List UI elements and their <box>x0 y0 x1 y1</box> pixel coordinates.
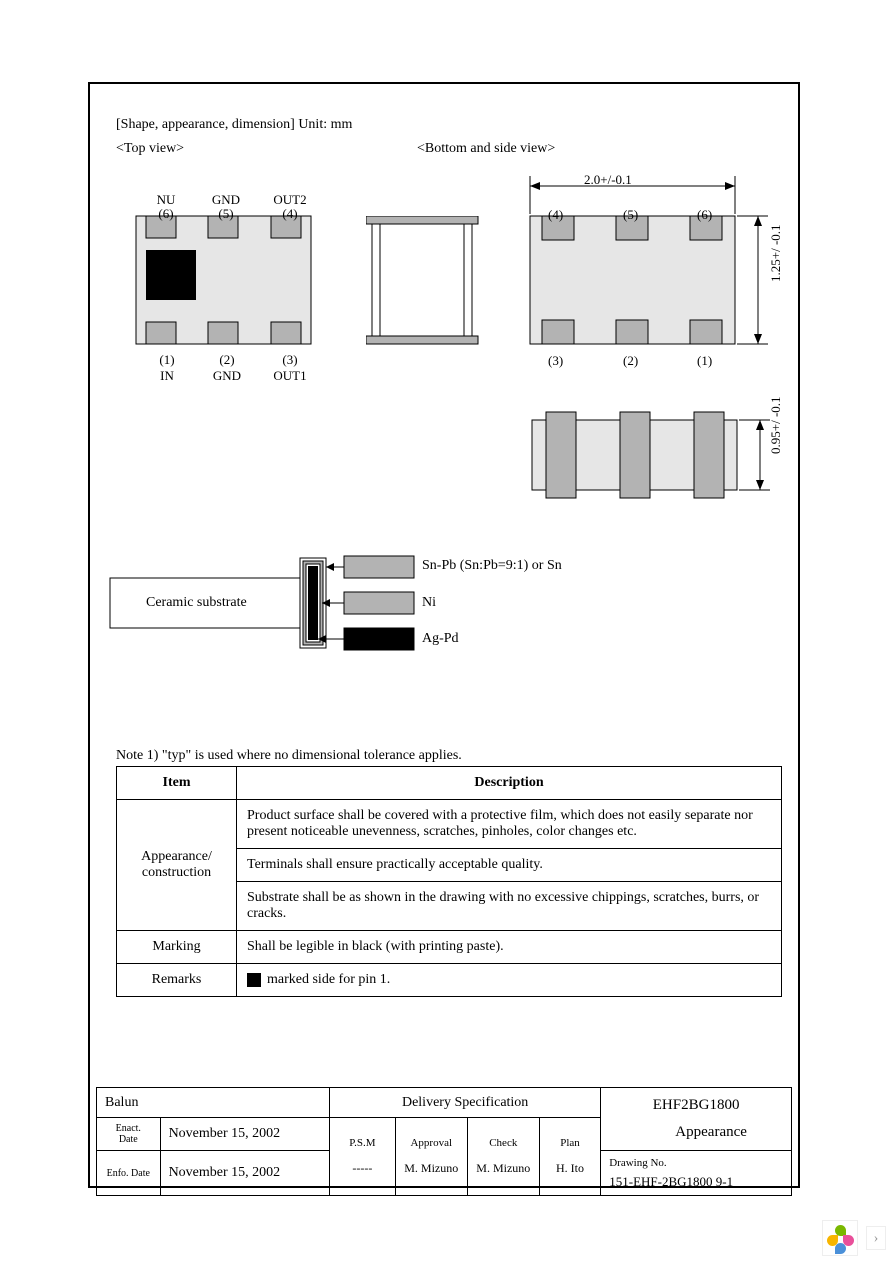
tb-check-val: M. Mizuno <box>476 1161 531 1176</box>
tb-check-label: Check <box>476 1137 531 1149</box>
bv-pin1: (1) <box>697 353 712 369</box>
pin1-name: IN <box>150 368 184 384</box>
r2-desc: Terminals shall ensure practically accep… <box>237 849 782 882</box>
dim-width: 2.0+/-0.1 <box>584 172 632 188</box>
layer-bot: Ag-Pd <box>422 631 459 647</box>
logo-icon <box>822 1220 858 1256</box>
tb-psm-val: ----- <box>338 1161 387 1176</box>
tb-approval-val: M. Mizuno <box>404 1161 459 1176</box>
r1-item: Appearance/ construction <box>117 800 237 931</box>
crosssection-svg <box>366 216 486 346</box>
bottomview-svg <box>510 168 790 408</box>
pin2-name: GND <box>210 368 244 384</box>
tb-psm-label: P.S.M <box>338 1137 387 1149</box>
r5-desc: marked side for pin 1. <box>267 972 390 987</box>
tb-enfo-date: November 15, 2002 <box>160 1151 330 1196</box>
tb-enfo-label: Enfo. Date <box>97 1151 161 1196</box>
next-chevron-icon[interactable]: › <box>866 1226 886 1250</box>
pin1-mark-icon <box>247 973 261 987</box>
tb-plan-val: H. Ito <box>548 1161 592 1176</box>
bv-pin5: (5) <box>623 207 638 223</box>
tb-approval-label: Approval <box>404 1137 459 1149</box>
layer-top: Sn-Pb (Sn:Pb=9:1) or Sn <box>422 558 562 574</box>
tb-enact-label: Enact. Date <box>97 1118 161 1151</box>
r5-cell: marked side for pin 1. <box>237 964 782 997</box>
bottomview-label: <Bottom and side view> <box>417 141 555 157</box>
sideview-svg <box>522 410 792 510</box>
th-item: Item <box>117 767 237 800</box>
pin1-num: (1) <box>150 352 184 368</box>
bv-pin2: (2) <box>623 353 638 369</box>
tb-doctype: Delivery Specification <box>330 1088 601 1118</box>
tb-enact-date: November 15, 2002 <box>160 1118 330 1151</box>
bv-pin4: (4) <box>548 207 563 223</box>
substrate-label: Ceramic substrate <box>146 595 247 611</box>
r4-desc: Shall be legible in black (with printing… <box>237 931 782 964</box>
tb-subtitle: Appearance <box>645 1124 747 1140</box>
tb-drawing-no: 151-EHF-2BG1800 9-1 <box>609 1174 733 1189</box>
th-desc: Description <box>237 767 782 800</box>
dim-thickness: 0.95+/ -0.1 <box>768 396 784 454</box>
bv-pin3: (3) <box>548 353 563 369</box>
pin3-name: OUT1 <box>270 368 310 384</box>
tb-partno: EHF2BG1800 <box>653 1097 740 1113</box>
pin5-num: (5) <box>206 206 246 222</box>
tb-drawing-label: Drawing No. <box>609 1157 666 1169</box>
spec-table: Item Description Appearance/ constructio… <box>116 766 782 997</box>
header-line1: [Shape, appearance, dimension] Unit: mm <box>116 117 352 133</box>
r5-item: Remarks <box>117 964 237 997</box>
pin6-num: (6) <box>148 206 184 222</box>
pin2-num: (2) <box>210 352 244 368</box>
r4-item: Marking <box>117 931 237 964</box>
note1: Note 1) "typ" is used where no dimension… <box>116 748 462 764</box>
layer-mid: Ni <box>422 595 436 611</box>
pin3-num: (3) <box>270 352 310 368</box>
title-block: Balun Delivery Specification EHF2BG1800 … <box>96 1087 792 1196</box>
r1-desc: Product surface shall be covered with a … <box>237 800 782 849</box>
tb-product: Balun <box>97 1088 330 1118</box>
pin4-num: (4) <box>268 206 312 222</box>
bv-pin6: (6) <box>697 207 712 223</box>
tb-plan-label: Plan <box>548 1137 592 1149</box>
r3-desc: Substrate shall be as shown in the drawi… <box>237 882 782 931</box>
topview-label: <Top view> <box>116 141 184 157</box>
dim-height: 1.25+/ -0.1 <box>768 224 784 282</box>
